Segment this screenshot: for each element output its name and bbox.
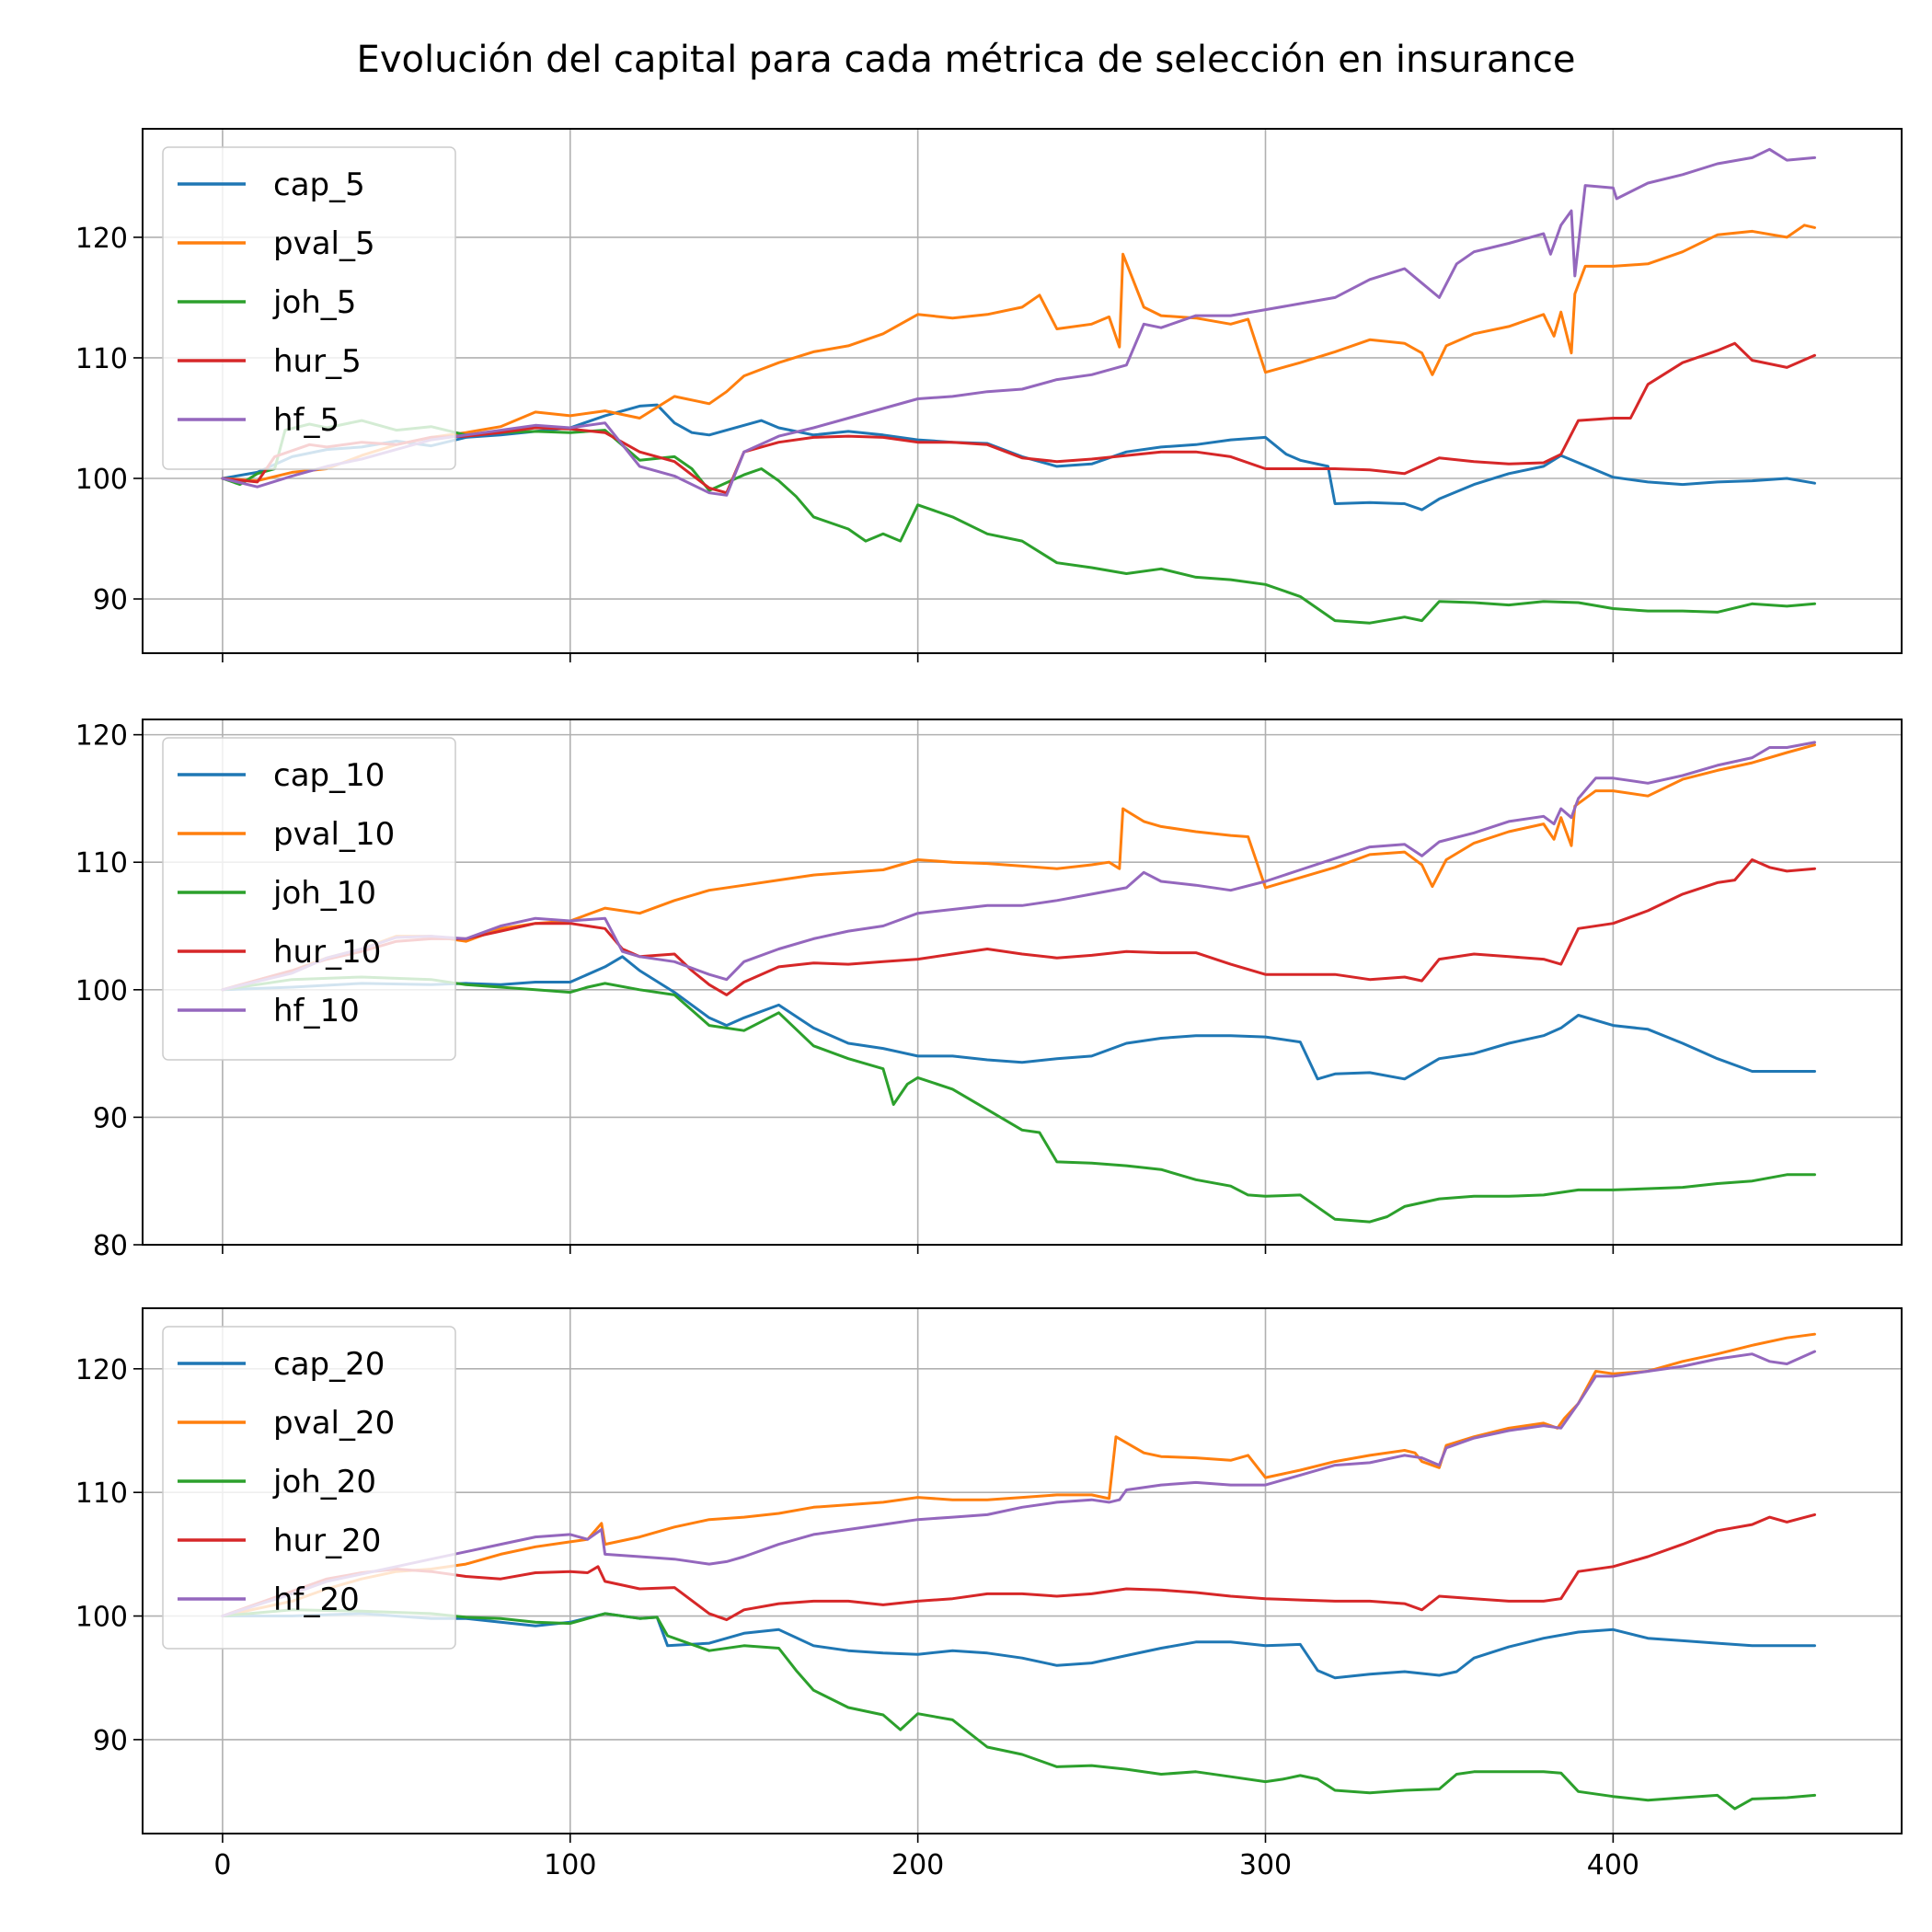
- y-tick-label: 120: [75, 1354, 128, 1386]
- x-tick-label: 400: [1587, 1849, 1639, 1881]
- legend-label-joh_20: joh_20: [272, 1464, 376, 1501]
- y-tick-label: 90: [93, 584, 128, 616]
- legend-label-hf_20: hf_20: [273, 1581, 360, 1618]
- legend: cap_20 pval_20 joh_20 hur_20 hf_20: [162, 1326, 456, 1650]
- series-line-hf_20: [221, 1350, 1816, 1617]
- legend-label-hf_5: hf_5: [273, 402, 339, 439]
- series-line-pval_10: [221, 743, 1816, 992]
- axes-frame: [142, 128, 1903, 654]
- legend-label-hf_10: hf_10: [273, 993, 360, 1029]
- series-group: [221, 741, 1816, 1224]
- series-line-hur_10: [221, 858, 1816, 996]
- x-tick-label: 300: [1239, 1849, 1292, 1881]
- legend-label-cap_5: cap_5: [273, 167, 365, 203]
- x-tick-label: 200: [891, 1849, 944, 1881]
- y-tick-label: 90: [93, 1725, 128, 1757]
- series-line-joh_5: [221, 419, 1816, 625]
- y-tick-label: 120: [75, 720, 128, 753]
- series-line-joh_20: [221, 1608, 1816, 1811]
- legend-label-hur_10: hur_10: [273, 934, 381, 971]
- series-group: [221, 1332, 1816, 1811]
- legend-box: [162, 146, 456, 470]
- legend-label-hur_20: hur_20: [273, 1523, 381, 1559]
- legend: cap_5 pval_5 joh_5 hur_5 hf_5: [162, 146, 456, 470]
- subplot-1: 90 100 110 120 cap_5 pval_5 joh_5 hur_5 hf_5: [75, 128, 1903, 662]
- legend-label-pval_5: pval_5: [273, 225, 375, 262]
- legend-box: [162, 737, 456, 1061]
- series-line-cap_10: [221, 955, 1816, 1081]
- legend-label-cap_10: cap_10: [273, 757, 385, 794]
- legend-label-cap_20: cap_20: [273, 1346, 385, 1383]
- series-line-hf_5: [221, 147, 1816, 497]
- legend-label-pval_20: pval_20: [273, 1405, 395, 1442]
- y-tick-label: 110: [75, 1478, 128, 1510]
- y-tick-label: 120: [75, 223, 128, 255]
- y-tick-label: 100: [75, 464, 128, 496]
- legend-box: [162, 1326, 456, 1650]
- series-line-hur_5: [221, 341, 1816, 495]
- y-tick-label: 90: [93, 1102, 128, 1134]
- y-tick-label: 80: [93, 1230, 128, 1262]
- x-tick-label: 100: [544, 1849, 596, 1881]
- legend: cap_10 pval_10 joh_10 hur_10 hf_10: [162, 737, 456, 1061]
- x-tick-label: 0: [213, 1849, 231, 1881]
- y-tick-label: 100: [75, 975, 128, 1007]
- series-group: [221, 147, 1816, 625]
- y-tick-label: 110: [75, 343, 128, 375]
- subplot-2: 80 90 100 110 120 cap_10 pval_10 joh_10 hur_10hf…: [75, 719, 1903, 1262]
- y-tick-label: 100: [75, 1602, 128, 1634]
- series-line-pval_20: [221, 1332, 1816, 1617]
- y-tick-label: 110: [75, 847, 128, 880]
- axes-frame: [142, 719, 1903, 1246]
- subplot-3: 0 100 200 300 400 90 100 110 120 cap_20 pval_20joh…: [75, 1307, 1903, 1881]
- series-line-hf_10: [221, 741, 1816, 992]
- legend-label-joh_10: joh_10: [272, 875, 376, 912]
- chart-title: Evolución del capital para cada métrica …: [357, 39, 1576, 81]
- series-line-joh_10: [221, 975, 1816, 1224]
- legend-label-joh_5: joh_5: [272, 284, 356, 321]
- series-line-pval_5: [221, 224, 1816, 483]
- axes-frame: [142, 1307, 1903, 1834]
- series-line-cap_20: [221, 1612, 1816, 1680]
- series-line-hur_20: [221, 1512, 1816, 1622]
- legend-label-pval_10: pval_10: [273, 816, 395, 853]
- legend-label-hur_5: hur_5: [273, 343, 362, 380]
